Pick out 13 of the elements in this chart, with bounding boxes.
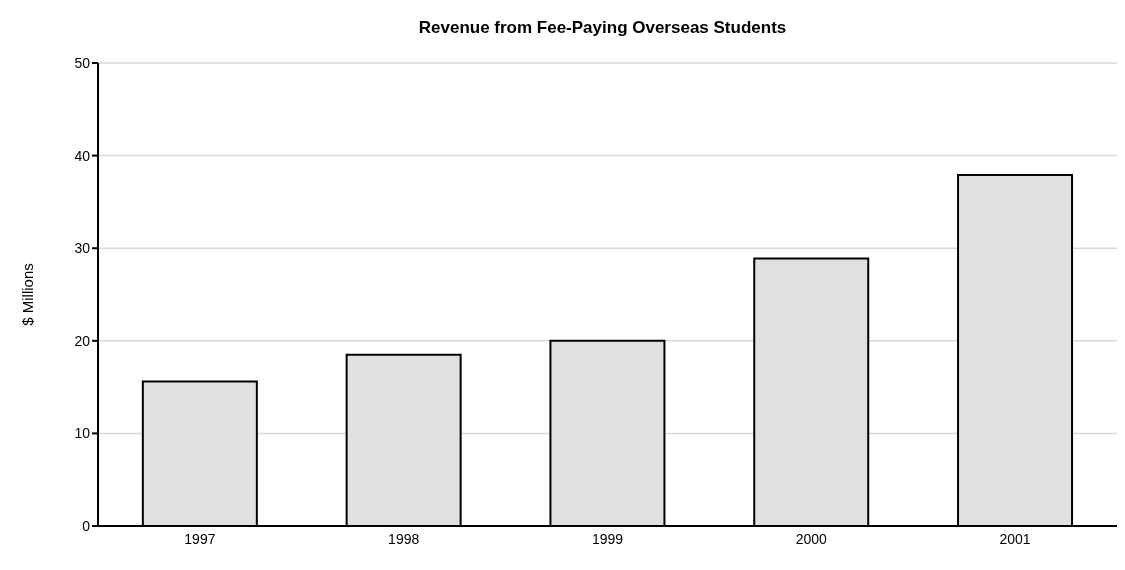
y-tick-label: 10 (74, 425, 91, 442)
x-tick-label: 2001 (999, 530, 1031, 547)
y-tick-label: 50 (74, 54, 91, 71)
x-tick-label: 1998 (388, 530, 420, 547)
x-tick-label: 1999 (591, 530, 624, 547)
y-tick-label: 30 (74, 240, 91, 257)
x-tick-label: 1997 (184, 530, 216, 547)
x-tick-label: 2000 (795, 530, 828, 547)
y-tick-label: 20 (74, 332, 91, 349)
y-tick-label: 0 (82, 517, 91, 534)
y-tick-label: 40 (74, 147, 91, 164)
y-axis-title: $ Millions (19, 263, 37, 326)
chart-title: Revenue from Fee-Paying Overseas Students (417, 17, 788, 39)
